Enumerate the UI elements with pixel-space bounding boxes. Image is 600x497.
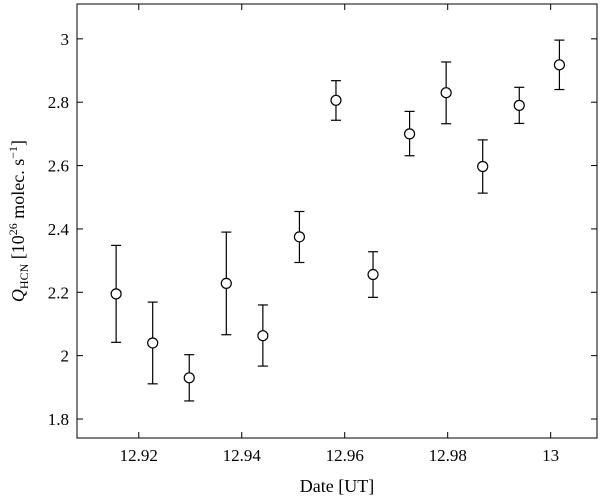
data-marker bbox=[293, 231, 306, 243]
data-point bbox=[513, 86, 525, 125]
data-marker bbox=[553, 59, 566, 71]
data-marker bbox=[110, 288, 122, 300]
y-tick-label: 2.4 bbox=[48, 220, 70, 239]
x-tick-label: 12.98 bbox=[429, 446, 467, 465]
y-axis-ticks: 1.8 2 2.2 2.4 2.6 2.8 3 bbox=[48, 30, 597, 429]
x-tick-label: 12.94 bbox=[223, 446, 262, 465]
y-axis-label-quantity: Q bbox=[8, 289, 28, 302]
data-point bbox=[220, 231, 232, 336]
y-axis-label-exponent: 26 bbox=[6, 223, 20, 235]
data-point bbox=[257, 304, 269, 367]
x-tick-label: 12.96 bbox=[326, 446, 364, 465]
data-point bbox=[293, 210, 306, 264]
y-tick-label: 1.8 bbox=[48, 410, 69, 429]
data-point bbox=[403, 110, 416, 157]
data-points bbox=[110, 39, 566, 402]
data-point bbox=[440, 61, 452, 125]
y-tick-label: 3 bbox=[61, 30, 70, 49]
data-marker bbox=[330, 94, 342, 106]
data-marker bbox=[403, 128, 416, 140]
data-marker bbox=[257, 330, 269, 342]
data-point bbox=[147, 301, 159, 385]
y-axis-label-unit-exponent: −1 bbox=[6, 146, 20, 159]
data-point bbox=[330, 80, 342, 121]
y-tick-label: 2.6 bbox=[48, 157, 69, 176]
data-point bbox=[477, 139, 489, 194]
y-axis-label-unit: molec. s bbox=[8, 159, 28, 224]
data-marker bbox=[183, 372, 195, 384]
y-axis-label-prefix: [10 bbox=[8, 235, 28, 264]
x-axis-ticks: 12.92 12.94 12.96 12.98 13 bbox=[120, 4, 559, 465]
y-axis-label: QHCN [1026 molec. s−1] bbox=[6, 140, 31, 302]
data-point bbox=[183, 354, 195, 402]
y-tick-label: 2.2 bbox=[48, 283, 69, 302]
x-axis-label: Date [UT] bbox=[300, 476, 374, 496]
data-point bbox=[553, 39, 566, 91]
data-marker bbox=[513, 99, 525, 111]
y-tick-label: 2.8 bbox=[48, 93, 69, 112]
data-marker bbox=[477, 160, 489, 173]
y-axis-label-subscript: HCN bbox=[17, 263, 31, 289]
y-axis-label-suffix: ] bbox=[8, 140, 28, 146]
data-marker bbox=[147, 337, 159, 349]
x-tick-label: 12.92 bbox=[120, 446, 158, 465]
x-tick-label: 13 bbox=[542, 446, 559, 465]
plot-frame bbox=[76, 3, 598, 439]
data-point bbox=[367, 251, 379, 298]
y-tick-label: 2 bbox=[61, 347, 70, 366]
data-marker bbox=[367, 268, 379, 281]
data-marker bbox=[440, 87, 452, 99]
data-point bbox=[110, 244, 122, 343]
data-marker bbox=[220, 277, 232, 290]
